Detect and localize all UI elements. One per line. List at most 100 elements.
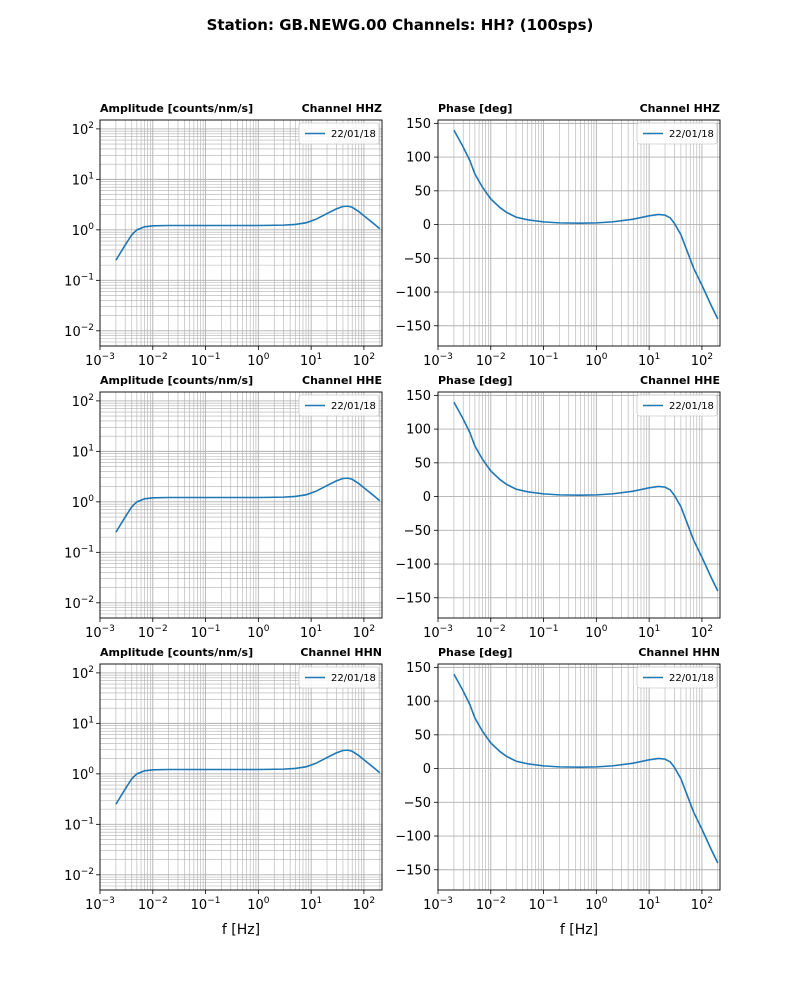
channel-label: Channel HHZ: [302, 102, 382, 115]
y-tick-label: −150: [395, 319, 431, 334]
subplot-phase-hhn: 10−3 10−2 10−1 100 101 102 150 100 50 0 −50 −100 −15…: [395, 646, 721, 938]
subplot-amplitude-hhz: 10−3 10−2 10−1 100 101 102 10−2 10−1 100 101 102 Am…: [64, 102, 383, 369]
subplot-amplitude-hhe: 10−3 10−2 10−1 100 101 102 10−2 10−1 100 101 102 Am…: [64, 374, 383, 641]
y-tick-label: 100: [72, 222, 95, 239]
x-tick-label: 102: [691, 352, 713, 369]
x-tick-label: 102: [353, 896, 375, 913]
y-tick-label: 0: [423, 762, 431, 777]
figure-title: Station: GB.NEWG.00 Channels: HH? (100sp…: [206, 16, 594, 34]
y-tick-label: 50: [414, 728, 431, 743]
y-tick-label: 10−2: [64, 595, 94, 612]
y-tick-label: 10−1: [64, 816, 94, 833]
y-tick-label: 0: [423, 218, 431, 233]
channel-label: Channel HHN: [638, 646, 720, 659]
y-tick-label: 102: [72, 665, 94, 682]
y-tick-label: 100: [406, 695, 431, 710]
legend-label: 22/01/18: [669, 673, 714, 684]
x-tick-label: 10−1: [191, 352, 221, 369]
y-tick-label: 10−1: [64, 544, 94, 561]
y-tick-label: −50: [404, 524, 431, 539]
y-tick-label: 100: [406, 151, 431, 166]
x-tick-label: 10−2: [138, 352, 168, 369]
y-tick-label: 150: [406, 117, 431, 132]
legend-box: [636, 394, 718, 417]
legend: 22/01/18: [298, 394, 380, 417]
legend-box: [298, 122, 380, 145]
series-line-22/01/18: [115, 749, 381, 805]
legend-label: 22/01/18: [331, 129, 376, 140]
x-tick-label: 10−1: [191, 896, 221, 913]
axes-frame: [437, 663, 721, 891]
y-tick-label: 150: [406, 389, 431, 404]
panel-title: Amplitude [counts/nm/s]: [100, 102, 253, 115]
axes-frame: [437, 391, 721, 619]
x-tick-label: 10−2: [138, 896, 168, 913]
x-tick-label: 101: [638, 896, 660, 913]
channel-label: Channel HHZ: [640, 102, 720, 115]
x-tick-label: 101: [300, 352, 322, 369]
x-axis-label: f [Hz]: [222, 922, 260, 938]
legend-box: [298, 394, 380, 417]
legend-label: 22/01/18: [331, 401, 376, 412]
series-line-22/01/18: [453, 129, 719, 320]
y-tick-label: −150: [395, 591, 431, 606]
x-tick-label: 10−3: [423, 624, 453, 641]
y-tick-label: −100: [395, 286, 431, 301]
y-tick-label: −100: [395, 558, 431, 573]
x-tick-label: 102: [353, 352, 375, 369]
x-tick-label: 10−3: [85, 624, 115, 641]
y-tick-label: 100: [72, 766, 95, 783]
legend: 22/01/18: [298, 122, 380, 145]
y-tick-label: −150: [395, 863, 431, 878]
y-tick-label: 50: [414, 456, 431, 471]
x-tick-label: 100: [247, 352, 270, 369]
legend-label: 22/01/18: [669, 401, 714, 412]
legend-box: [636, 122, 718, 145]
y-tick-label: 10−2: [64, 323, 94, 340]
channel-label: Channel HHE: [640, 374, 720, 387]
subplot-amplitude-hhn: 10−3 10−2 10−1 100 101 102 10−2 10−1 100 101 102 Am…: [64, 646, 383, 938]
x-tick-label: 10−2: [476, 352, 506, 369]
y-tick-label: 101: [72, 171, 94, 188]
y-tick-label: 100: [406, 423, 431, 438]
y-tick-label: 102: [72, 121, 94, 138]
series-line-22/01/18: [453, 401, 719, 592]
axes-frame: [99, 391, 383, 619]
panel-title: Phase [deg]: [438, 102, 512, 115]
x-tick-label: 10−1: [529, 624, 559, 641]
y-tick-label: 102: [72, 393, 94, 410]
legend: 22/01/18: [636, 394, 718, 417]
x-tick-label: 10−3: [423, 896, 453, 913]
x-tick-label: 100: [247, 624, 270, 641]
x-tick-label: 10−3: [85, 352, 115, 369]
y-tick-label: 150: [406, 661, 431, 676]
series-line-22/01/18: [115, 477, 381, 533]
legend-box: [298, 666, 380, 689]
x-tick-label: 101: [638, 624, 660, 641]
x-tick-label: 10−2: [476, 624, 506, 641]
x-tick-label: 10−1: [191, 624, 221, 641]
x-tick-label: 100: [585, 896, 608, 913]
y-tick-label: 100: [72, 494, 95, 511]
y-tick-label: 10−1: [64, 272, 94, 289]
x-tick-label: 100: [585, 352, 608, 369]
x-tick-label: 10−1: [529, 352, 559, 369]
panel-title: Amplitude [counts/nm/s]: [100, 646, 253, 659]
series-line-22/01/18: [453, 673, 719, 864]
channel-label: Channel HHN: [300, 646, 382, 659]
y-tick-label: 101: [72, 715, 94, 732]
series-line-22/01/18: [115, 205, 381, 261]
x-tick-label: 100: [585, 624, 608, 641]
x-tick-label: 102: [353, 624, 375, 641]
legend-label: 22/01/18: [669, 129, 714, 140]
subplot-phase-hhe: 10−3 10−2 10−1 100 101 102 150 100 50 0 −50 −100 −15…: [395, 374, 721, 641]
y-tick-label: 101: [72, 443, 94, 460]
channel-label: Channel HHE: [302, 374, 382, 387]
axes-frame: [99, 663, 383, 891]
x-tick-label: 101: [638, 352, 660, 369]
x-tick-label: 102: [691, 896, 713, 913]
legend: 22/01/18: [636, 122, 718, 145]
x-tick-label: 101: [300, 896, 322, 913]
legend-box: [636, 666, 718, 689]
